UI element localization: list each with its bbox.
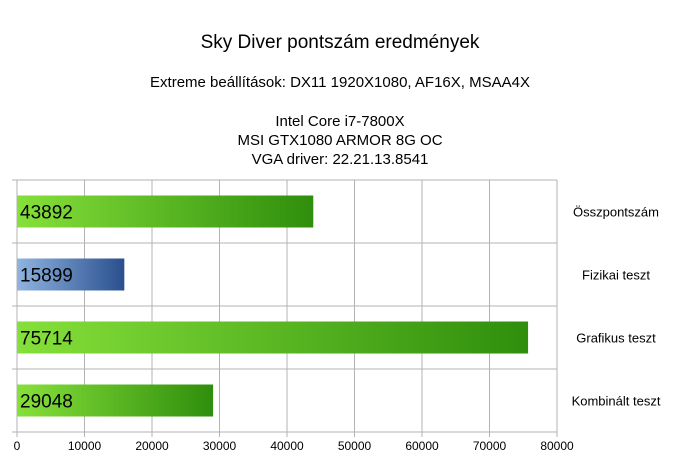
x-tick-label: 40000 [270,439,304,453]
x-axis-ticks: 0 10000 20000 30000 40000 50000 60000 70000 8000… [14,432,574,453]
x-tick-label: 70000 [473,439,507,453]
bars [17,195,529,417]
data-labels: 43892 15899 75714 29048 [20,203,73,413]
chart-subtitle-line-1: Extreme beállítások: DX11 1920X1080, AF1… [150,74,530,91]
x-tick-label: 10000 [68,439,102,453]
x-tick-label: 80000 [540,439,574,453]
bar [17,195,314,228]
x-tick-label: 60000 [405,439,439,453]
data-label: 29048 [20,392,73,413]
chart-title: Sky Diver pontszám eredmények [201,32,480,53]
category-label: Fizikai teszt [582,268,650,283]
x-tick-label: 0 [14,439,21,453]
bar [17,258,125,291]
chart-subtitle-line-5: VGA driver: 22.21.13.8541 [252,151,429,168]
x-tick-label: 50000 [338,439,372,453]
bar [17,384,214,417]
x-tick-label: 20000 [135,439,169,453]
data-label: 15899 [20,266,73,287]
x-tick-label: 30000 [203,439,237,453]
bar [17,321,529,354]
data-label: 75714 [20,329,73,350]
category-label: Összpontszám [573,205,659,220]
chart-subtitle-line-3: Intel Core i7-7800X [275,113,404,130]
category-labels: Összpontszám Fizikai teszt Grafikus teszt K… [572,205,661,409]
category-label: Kombinált teszt [572,394,661,409]
category-label: Grafikus teszt [576,331,656,346]
data-label: 43892 [20,203,73,224]
chart-subtitle-line-4: MSI GTX1080 ARMOR 8G OC [237,132,442,149]
